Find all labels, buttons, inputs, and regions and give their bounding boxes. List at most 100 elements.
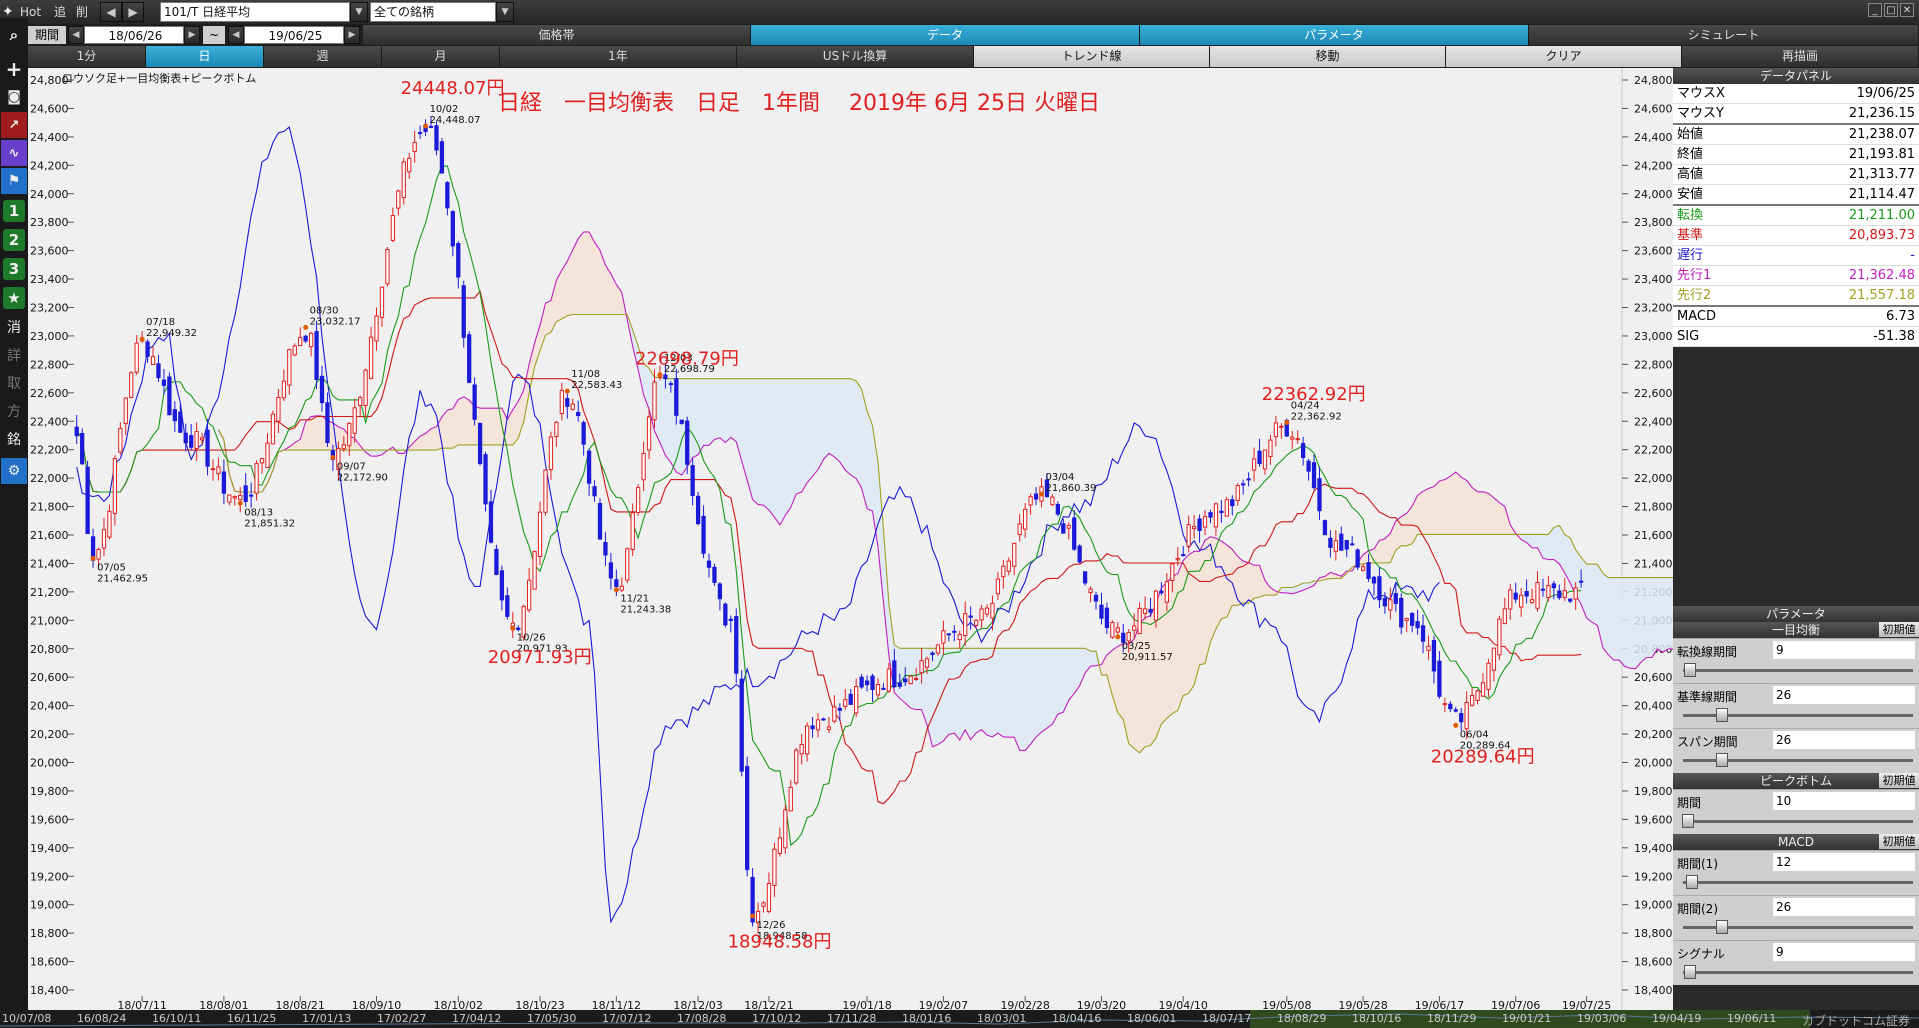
ichimoku-chart[interactable]: 24,800 24,800 24,600 24,600 24,400 24,400 24,2… bbox=[28, 68, 1724, 1012]
param-slider-track[interactable] bbox=[1683, 669, 1913, 672]
tab-trendline[interactable]: トレンド線 bbox=[974, 46, 1210, 67]
symbol-field[interactable]: 101/T 日経平均 bbox=[160, 2, 350, 22]
method-button[interactable]: 方 bbox=[7, 404, 21, 420]
candle-body bbox=[1344, 540, 1349, 550]
candle-body bbox=[1197, 518, 1202, 531]
candle-body bbox=[1371, 576, 1377, 584]
hot-lightbulb-icon[interactable]: ✦ bbox=[2, 4, 14, 20]
close-icon[interactable]: ✕ bbox=[1900, 3, 1914, 17]
symbol-dropdown-icon[interactable]: ▼ bbox=[350, 2, 368, 22]
tab-weekly[interactable]: 週 bbox=[264, 46, 382, 67]
param-slider-track[interactable] bbox=[1683, 714, 1913, 717]
end-date-field[interactable]: 19/06/25 bbox=[244, 26, 344, 44]
symbol-button[interactable]: 銘 bbox=[7, 432, 21, 448]
chart-canvas[interactable]: 24,800 24,800 24,600 24,600 24,400 24,400 24,2… bbox=[28, 68, 1724, 1012]
add-button[interactable]: 追 bbox=[54, 5, 67, 19]
tab-simulate[interactable]: シミュレート bbox=[1529, 25, 1919, 45]
param-row: 期間(2) 26 bbox=[1673, 895, 1919, 940]
cloud-segment bbox=[1662, 577, 1669, 653]
tab-parameters[interactable]: パラメータ bbox=[1140, 25, 1529, 45]
next-symbol-button[interactable]: ▶ bbox=[122, 2, 144, 22]
plus-icon[interactable]: + bbox=[5, 57, 23, 81]
erase-button[interactable]: 消 bbox=[7, 320, 21, 336]
reset-default-button[interactable]: 初期値 bbox=[1879, 773, 1919, 788]
y-tick-label-left: 23,000 bbox=[30, 330, 69, 343]
hot-button[interactable]: Hot bbox=[20, 5, 42, 19]
param-value-field[interactable]: 26 bbox=[1773, 898, 1915, 916]
y-tick-label-left: 24,600 bbox=[30, 102, 69, 115]
settings-gear-icon[interactable]: ⚙ bbox=[1, 458, 27, 484]
param-slider-track[interactable] bbox=[1683, 820, 1913, 823]
candle-body bbox=[1055, 503, 1060, 515]
indicator-icon[interactable]: ∿ bbox=[1, 140, 27, 166]
preset-2-button[interactable]: 2 bbox=[3, 229, 25, 251]
param-value-field[interactable]: 10 bbox=[1773, 792, 1915, 810]
bottom-marker bbox=[750, 913, 756, 919]
navigator-bar[interactable]: 10/07/08 16/08/24 16/10/11 16/11/25 17/01/13… bbox=[0, 1010, 1919, 1028]
cloud-segment bbox=[807, 378, 813, 483]
tab-data[interactable]: データ bbox=[751, 25, 1140, 45]
param-slider-thumb[interactable] bbox=[1716, 920, 1729, 934]
tab-daily[interactable]: 日 bbox=[146, 46, 264, 67]
tab-usd[interactable]: USドル換算 bbox=[737, 46, 974, 67]
tab-move[interactable]: 移動 bbox=[1210, 46, 1446, 67]
param-value-field[interactable]: 9 bbox=[1773, 641, 1915, 659]
trade-button[interactable]: 取 bbox=[7, 376, 21, 392]
star-icon[interactable]: ★ bbox=[3, 287, 25, 309]
start-date-field[interactable]: 18/06/26 bbox=[84, 26, 184, 44]
tab-monthly[interactable]: 月 bbox=[382, 46, 500, 67]
end-prev-icon[interactable]: ◀ bbox=[228, 26, 244, 44]
param-slider-thumb[interactable] bbox=[1716, 708, 1729, 722]
candle-body bbox=[249, 494, 254, 497]
reset-default-button[interactable]: 初期値 bbox=[1879, 622, 1919, 637]
data-row-label: 安値 bbox=[1677, 187, 1704, 202]
candle-body bbox=[1546, 585, 1551, 598]
param-slider-thumb[interactable] bbox=[1686, 875, 1699, 889]
preset-1-button[interactable]: 1 bbox=[3, 200, 25, 222]
param-value-field[interactable]: 26 bbox=[1773, 731, 1915, 749]
data-row-value: 21,313.77 bbox=[1848, 167, 1915, 182]
param-slider-track[interactable] bbox=[1683, 881, 1913, 884]
param-slider-thumb[interactable] bbox=[1683, 965, 1696, 979]
tab-1min[interactable]: 1分 bbox=[28, 46, 146, 67]
candle-body bbox=[1459, 713, 1464, 723]
end-next-icon[interactable]: ▶ bbox=[344, 26, 360, 44]
reset-default-button[interactable]: 初期値 bbox=[1879, 834, 1919, 849]
param-slider-track[interactable] bbox=[1683, 759, 1913, 762]
start-prev-icon[interactable]: ◀ bbox=[68, 26, 84, 44]
period-label: 期間 bbox=[28, 26, 66, 44]
minimize-icon[interactable]: _ bbox=[1868, 3, 1882, 17]
delete-button[interactable]: 削 bbox=[76, 5, 89, 19]
param-slider-thumb[interactable] bbox=[1681, 814, 1694, 828]
camera-icon[interactable]: ◙ bbox=[7, 89, 21, 105]
param-slider-thumb[interactable] bbox=[1683, 663, 1696, 677]
x-tick-label: 18/12/03 bbox=[673, 999, 722, 1010]
tab-price-band[interactable]: 価格帯 bbox=[363, 25, 751, 45]
param-value-field[interactable]: 12 bbox=[1773, 853, 1915, 871]
group-dropdown-icon[interactable]: ▼ bbox=[496, 2, 514, 22]
search-icon[interactable]: ⌕ bbox=[9, 26, 19, 44]
candle-body bbox=[897, 682, 902, 687]
param-value-field[interactable]: 26 bbox=[1773, 686, 1915, 704]
tab-clear[interactable]: クリア bbox=[1446, 46, 1682, 67]
preset-3-button[interactable]: 3 bbox=[3, 258, 25, 280]
param-slider-thumb[interactable] bbox=[1716, 753, 1729, 767]
tab-redraw[interactable]: 再描画 bbox=[1682, 46, 1919, 67]
param-group-title: ピークボトム bbox=[1759, 774, 1832, 788]
maximize-icon[interactable]: □ bbox=[1884, 3, 1898, 17]
flag-icon[interactable]: ⚑ bbox=[1, 168, 27, 194]
param-slider-track[interactable] bbox=[1683, 926, 1913, 929]
y-tick-label-left: 21,000 bbox=[30, 614, 69, 627]
cloud-segment bbox=[818, 378, 824, 470]
chart-icon[interactable]: ↗ bbox=[1, 112, 27, 138]
param-value-field[interactable]: 9 bbox=[1773, 943, 1915, 961]
y-tick-label-right: 20,200 bbox=[1634, 728, 1673, 741]
senkou-span1-line bbox=[217, 231, 1723, 752]
candle-body bbox=[1208, 512, 1213, 518]
tab-1year[interactable]: 1年 bbox=[500, 46, 737, 67]
group-field[interactable]: 全ての銘柄 bbox=[370, 2, 496, 22]
prev-symbol-button[interactable]: ◀ bbox=[100, 2, 122, 22]
param-slider-track[interactable] bbox=[1683, 971, 1913, 974]
start-next-icon[interactable]: ▶ bbox=[184, 26, 200, 44]
detail-button[interactable]: 詳 bbox=[7, 348, 21, 364]
